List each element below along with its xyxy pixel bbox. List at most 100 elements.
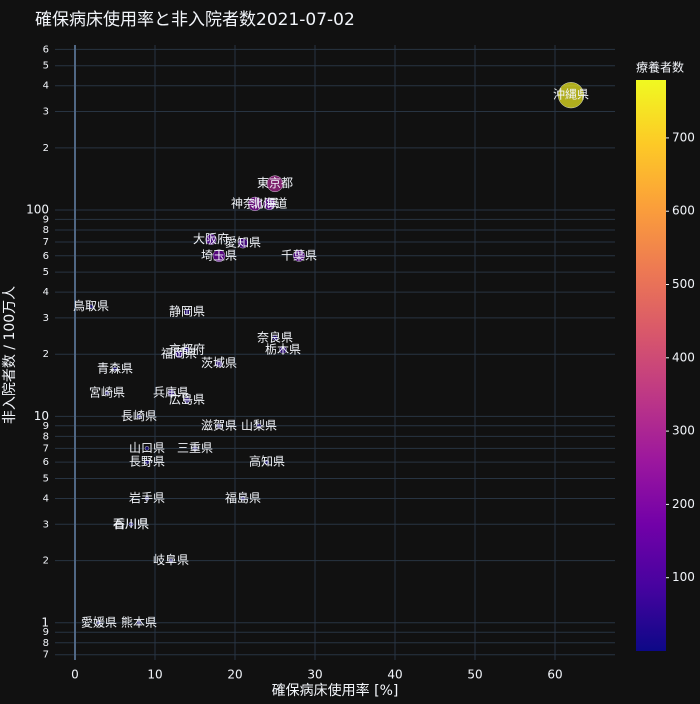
y-tick-label: 100 bbox=[26, 202, 49, 216]
point-label: 京都府 bbox=[169, 341, 205, 356]
point bbox=[88, 304, 94, 309]
point bbox=[128, 522, 134, 527]
x-tick-label: 0 bbox=[71, 668, 79, 682]
point bbox=[240, 496, 246, 501]
point-label: 東京都 bbox=[257, 176, 293, 190]
point bbox=[293, 249, 305, 262]
x-tick-label: 10 bbox=[147, 668, 162, 682]
point-label: 岐阜県 bbox=[153, 553, 189, 567]
point bbox=[136, 620, 142, 625]
point-label: 福岡県 bbox=[161, 346, 197, 361]
y-tick-label: 9 bbox=[43, 627, 49, 638]
point bbox=[167, 389, 175, 397]
y-tick-label: 4 bbox=[43, 287, 49, 298]
point-label: 鳥取県 bbox=[73, 298, 109, 313]
x-axis-title: 確保病床使用率 [%] bbox=[272, 682, 399, 699]
y-tick-label: 5 bbox=[43, 267, 49, 278]
point bbox=[168, 558, 174, 563]
point bbox=[183, 308, 191, 316]
colorbar-tick-label: 500 bbox=[672, 277, 695, 291]
y-tick-label: 6 bbox=[43, 457, 49, 468]
y-tick-label: 8 bbox=[43, 431, 49, 442]
colorbar-tick-label: 600 bbox=[672, 204, 695, 218]
point-label: 兵庫県 bbox=[153, 385, 189, 399]
colorbar bbox=[636, 80, 666, 651]
point bbox=[144, 496, 150, 501]
y-tick-label: 8 bbox=[43, 638, 49, 649]
point bbox=[144, 459, 150, 465]
point-label: 沖縄県 bbox=[553, 87, 589, 102]
point bbox=[215, 360, 223, 368]
point bbox=[96, 620, 102, 625]
point-label: 岩手県 bbox=[129, 490, 165, 505]
colorbar-tick-label: 400 bbox=[672, 350, 695, 364]
x-tick-label: 60 bbox=[547, 668, 562, 682]
point bbox=[279, 346, 287, 354]
colorbar-tick-label: 300 bbox=[672, 424, 695, 438]
point-label: 長崎県 bbox=[121, 409, 157, 423]
point-label: 青森県 bbox=[97, 360, 133, 375]
y-axis-title: 非入院者数 / 100万人 bbox=[2, 286, 18, 424]
y-tick-label: 2 bbox=[43, 349, 49, 360]
y-tick-label: 7 bbox=[43, 650, 49, 661]
point bbox=[557, 82, 585, 109]
y-tick-label: 3 bbox=[43, 107, 49, 118]
y-tick-label: 7 bbox=[43, 443, 49, 454]
point-label: 山梨県 bbox=[241, 418, 277, 432]
point-label: 滋賀県 bbox=[201, 418, 237, 432]
point-label: 長野県 bbox=[129, 455, 165, 469]
y-tick-label: 9 bbox=[43, 214, 49, 225]
point-label: 愛媛県 bbox=[81, 615, 117, 629]
y-tick-label: 3 bbox=[43, 519, 49, 530]
y-tick-label: 8 bbox=[43, 225, 49, 236]
point-label: 千葉県 bbox=[281, 248, 317, 262]
colorbar-tick-label: 100 bbox=[672, 570, 695, 584]
point-label: 香川県 bbox=[113, 517, 149, 531]
point bbox=[237, 238, 249, 249]
point-label: 神奈川県 bbox=[231, 196, 279, 210]
colorbar-tick-label: 700 bbox=[672, 130, 695, 144]
point bbox=[175, 350, 183, 359]
y-tick-label: 5 bbox=[43, 61, 49, 72]
y-tick-label: 6 bbox=[43, 44, 49, 55]
colorbar-title: 療養者数 bbox=[636, 60, 684, 75]
point bbox=[144, 446, 150, 451]
point bbox=[112, 366, 118, 372]
point bbox=[256, 423, 262, 429]
x-tick-label: 40 bbox=[387, 668, 402, 682]
y-tick-label: 10 bbox=[34, 409, 49, 423]
point-label: 山口県 bbox=[129, 441, 165, 455]
chart-title: 確保病床使用率と非入院者数2021-07-02 bbox=[35, 9, 355, 30]
point bbox=[205, 233, 217, 245]
point-label: 福島県 bbox=[225, 490, 261, 505]
y-tick-label: 5 bbox=[43, 473, 49, 484]
point bbox=[136, 414, 142, 419]
point bbox=[264, 459, 270, 465]
x-tick-label: 30 bbox=[307, 668, 322, 682]
point bbox=[104, 390, 110, 396]
y-tick-label: 2 bbox=[43, 143, 49, 154]
point-label: 奈良県 bbox=[257, 329, 293, 344]
point bbox=[183, 396, 191, 404]
y-tick-label: 1 bbox=[41, 615, 49, 629]
point-label: 熊本県 bbox=[121, 614, 157, 629]
point bbox=[266, 175, 284, 193]
point bbox=[263, 197, 276, 211]
y-tick-label: 3 bbox=[43, 313, 49, 324]
y-tick-label: 4 bbox=[43, 493, 49, 504]
y-tick-label: 6 bbox=[43, 251, 49, 262]
colorbar-tick-label: 200 bbox=[672, 497, 695, 511]
point bbox=[184, 347, 190, 353]
point-label: 広島県 bbox=[169, 392, 205, 407]
point bbox=[247, 196, 263, 212]
point bbox=[216, 423, 222, 429]
point bbox=[192, 446, 198, 451]
point-label: 宮崎県 bbox=[89, 384, 125, 399]
point-label: 栃木県 bbox=[265, 342, 301, 356]
y-tick-label: 7 bbox=[43, 237, 49, 248]
point-label: 静岡県 bbox=[169, 305, 205, 319]
point-label: 三重県 bbox=[177, 441, 213, 455]
x-tick-label: 20 bbox=[227, 668, 242, 682]
